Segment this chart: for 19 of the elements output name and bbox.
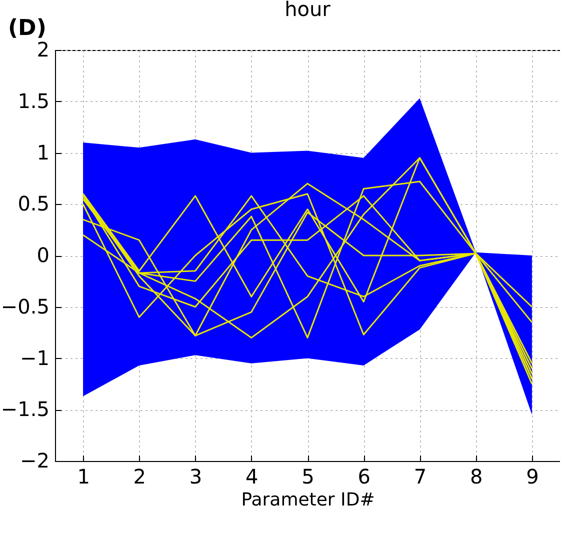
x-tick-label: 2 [133, 464, 146, 488]
x-tick-label: 1 [77, 464, 90, 488]
x-tick-label: 5 [302, 464, 314, 488]
y-tick-label: 0 [36, 243, 50, 267]
x-tick-label: 8 [470, 464, 483, 488]
x-axis-title: Parameter ID# [241, 490, 375, 510]
y-tick-label: 0.5 [18, 192, 50, 216]
x-tick-label: 4 [246, 464, 258, 488]
x-tick-label: 7 [414, 464, 427, 488]
y-tick-label: −1.5 [0, 397, 50, 422]
y-tick-label: 1 [36, 140, 50, 164]
y-tick-label: −2 [20, 448, 50, 472]
y-tick-label: −0.5 [0, 294, 50, 318]
x-tick-label: 9 [526, 464, 539, 488]
x-tick-label: 6 [358, 464, 370, 488]
y-tick-label: −1 [20, 346, 50, 370]
y-tick-label: 1.5 [18, 88, 50, 113]
chart-title: hour [284, 0, 332, 21]
x-tick-label: 3 [189, 464, 202, 488]
